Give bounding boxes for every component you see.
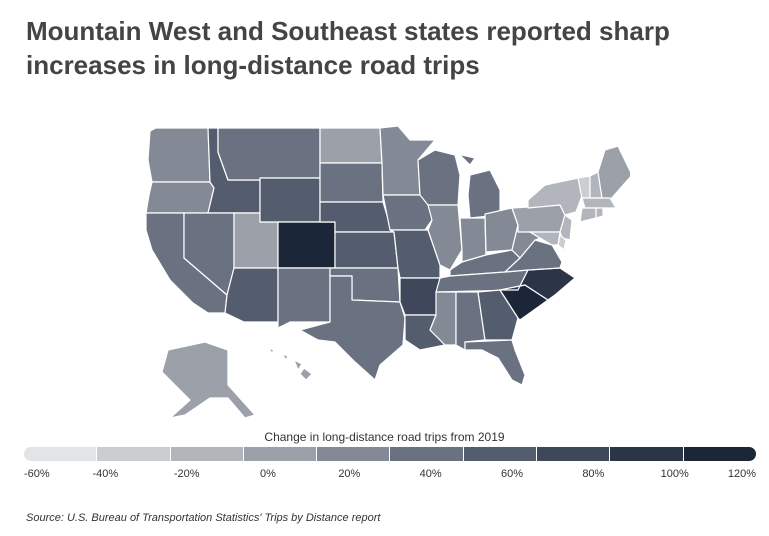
legend-tick-labels: -60% -40% -20% 0% 20% 40% 60% 80% 100% 120% bbox=[24, 468, 756, 482]
state-sd[interactable] bbox=[319, 162, 384, 203]
state-ak[interactable] bbox=[161, 341, 256, 419]
legend-swatch bbox=[610, 447, 684, 461]
legend-tick-label: 40% bbox=[419, 468, 442, 480]
legend-tick-label: 120% bbox=[727, 468, 756, 480]
state-ma[interactable] bbox=[581, 197, 617, 209]
state-wi[interactable] bbox=[417, 149, 461, 206]
state-co[interactable] bbox=[277, 221, 336, 269]
legend-tick-label: 100% bbox=[660, 468, 689, 480]
legend-swatch bbox=[97, 447, 171, 461]
legend-swatch bbox=[683, 447, 756, 461]
state-mt[interactable] bbox=[217, 127, 321, 181]
legend-title: Change in long-distance road trips from … bbox=[264, 430, 505, 444]
state-az[interactable] bbox=[224, 267, 279, 323]
legend-swatch bbox=[390, 447, 464, 461]
legend-tick-label: 60% bbox=[500, 468, 524, 480]
legend-swatch bbox=[24, 447, 98, 461]
legend-color-scale bbox=[24, 447, 756, 461]
state-or[interactable] bbox=[145, 181, 215, 214]
state-wa[interactable] bbox=[147, 127, 211, 183]
chart-title: Mountain West and Southeast states repor… bbox=[26, 16, 670, 80]
state-ct[interactable] bbox=[579, 207, 597, 223]
state-ks[interactable] bbox=[334, 231, 399, 269]
state-ar[interactable] bbox=[399, 277, 441, 316]
legend-swatch bbox=[537, 447, 611, 461]
state-in[interactable] bbox=[459, 217, 487, 263]
state-fl[interactable] bbox=[464, 339, 526, 386]
legend-swatch bbox=[463, 447, 538, 461]
state-nd[interactable] bbox=[319, 127, 383, 164]
legend-swatch bbox=[243, 447, 318, 461]
state-me[interactable] bbox=[597, 145, 630, 201]
state-nj[interactable] bbox=[559, 214, 573, 241]
state-wy[interactable] bbox=[259, 177, 321, 223]
state-md[interactable] bbox=[529, 231, 561, 246]
us-choropleth-map bbox=[145, 125, 630, 419]
legend-swatch bbox=[317, 447, 391, 461]
state-ri[interactable] bbox=[595, 207, 604, 219]
legend-tick-label: 80% bbox=[582, 468, 605, 480]
state-il[interactable] bbox=[427, 204, 463, 271]
state-ny[interactable] bbox=[527, 177, 583, 216]
legend-tick-label: -20% bbox=[173, 468, 200, 480]
source-note: Source: U.S. Bureau of Transportation St… bbox=[26, 512, 381, 524]
legend-tick-label: -40% bbox=[92, 468, 119, 480]
state-pa[interactable] bbox=[511, 204, 566, 233]
legend-tick-label: 0% bbox=[260, 468, 276, 480]
state-hi[interactable] bbox=[267, 347, 313, 381]
legend-tick-label: -60% bbox=[24, 468, 50, 480]
state-nm[interactable] bbox=[277, 267, 331, 329]
legend-swatch bbox=[170, 447, 244, 461]
legend-tick-label: 20% bbox=[338, 468, 361, 480]
state-tx[interactable] bbox=[299, 275, 406, 381]
